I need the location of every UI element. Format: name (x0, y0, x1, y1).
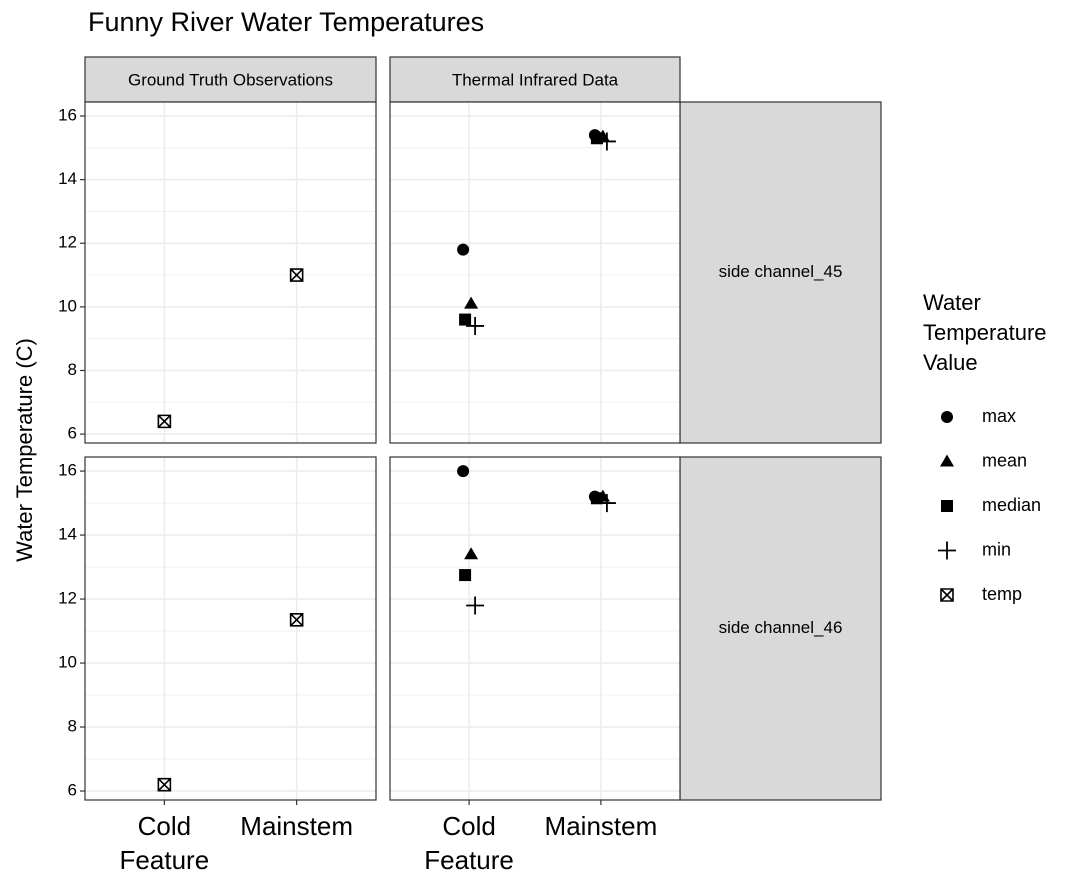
legend-label: mean (982, 450, 1027, 470)
point-shape (464, 547, 479, 560)
point-shape (466, 596, 485, 615)
legend-label: max (982, 406, 1016, 426)
y-tick-label: 8 (68, 717, 77, 736)
y-tick-label: 12 (58, 589, 77, 608)
legend-key (941, 500, 953, 512)
data-point (464, 296, 479, 309)
x-tick-label: Mainstem (240, 811, 353, 841)
data-point (289, 613, 304, 627)
legend-label: median (982, 495, 1041, 515)
x-tick-label: Cold Feature (424, 811, 514, 875)
legend-key (941, 411, 953, 423)
point-shape (289, 268, 304, 282)
facet-strip (84, 56, 377, 103)
panel-border (84, 456, 377, 801)
point-shape (941, 411, 953, 423)
point-shape (940, 454, 954, 467)
panel-border (389, 101, 681, 444)
panel-background (390, 102, 680, 443)
y-tick-label: 12 (58, 233, 77, 252)
y-tick-label: 16 (58, 461, 77, 480)
legend-key (940, 588, 954, 602)
point-shape (289, 613, 304, 627)
x-tick-label: Cold Feature (120, 811, 210, 875)
point-shape (464, 296, 479, 309)
legend-key (940, 454, 954, 467)
point-shape (940, 588, 954, 602)
point-shape (938, 541, 956, 560)
y-tick-label: 16 (58, 105, 77, 124)
legend-label: min (982, 539, 1011, 559)
y-axis-title: Water Temperature (C) (12, 338, 37, 562)
data-point (597, 494, 616, 513)
point-shape (457, 243, 470, 256)
x-tick-label: Mainstem (545, 811, 658, 841)
y-tick-label: 6 (68, 781, 77, 800)
data-point (597, 132, 616, 151)
panel-background (85, 102, 376, 443)
facet-label: Ground Truth Observations (128, 70, 333, 89)
data-point (464, 547, 479, 560)
data-point (459, 569, 472, 582)
data-point (157, 414, 172, 429)
panel-border (389, 456, 681, 801)
data-point (466, 316, 485, 335)
facet-label: side channel_46 (719, 618, 843, 637)
point-shape (157, 414, 172, 429)
data-point (457, 243, 470, 256)
data-point (590, 132, 603, 145)
data-point (590, 492, 603, 505)
panel-background (390, 457, 680, 800)
y-tick-label: 14 (58, 525, 77, 544)
point-shape (597, 494, 616, 513)
point-shape (157, 777, 172, 792)
point-shape (459, 569, 472, 582)
y-tick-label: 6 (68, 424, 77, 443)
y-tick-label: 14 (58, 169, 77, 188)
data-point (466, 596, 485, 615)
point-shape (590, 492, 603, 505)
y-tick-label: 10 (58, 296, 77, 315)
facet-strip (679, 101, 882, 444)
y-tick-label: 10 (58, 653, 77, 672)
point-shape (590, 132, 603, 145)
facet-strip (389, 56, 681, 103)
facet-label: Thermal Infrared Data (452, 70, 619, 89)
legend-title: Water Temperature Value (923, 290, 1047, 375)
point-shape (466, 316, 485, 335)
point-shape (457, 465, 470, 478)
data-point (457, 465, 470, 478)
facet-label: side channel_45 (719, 262, 843, 281)
y-tick-label: 8 (68, 360, 77, 379)
point-shape (597, 132, 616, 151)
point-shape (459, 313, 472, 326)
legend-label: temp (982, 584, 1022, 604)
facet-strip (679, 456, 882, 801)
legend-key (938, 541, 956, 560)
chart-title: Funny River Water Temperatures (88, 7, 484, 37)
panel-background (85, 457, 376, 800)
data-point (289, 268, 304, 282)
point-shape (941, 500, 953, 512)
data-point (157, 777, 172, 792)
panel-border (84, 101, 377, 444)
data-point (459, 313, 472, 326)
